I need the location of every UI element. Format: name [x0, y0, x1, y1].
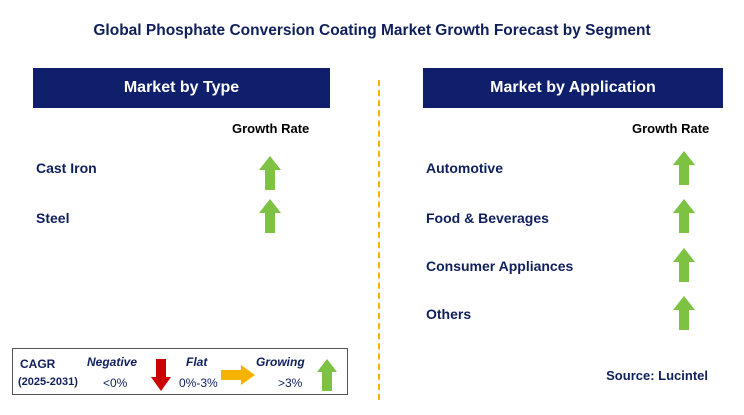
- legend-growing-label: Growing: [256, 355, 305, 369]
- segment-label-automotive: Automotive: [426, 160, 503, 176]
- legend-period-label: (2025-2031): [18, 376, 78, 388]
- segment-label-cast-iron: Cast Iron: [36, 160, 97, 176]
- up-arrow-icon: [673, 248, 695, 282]
- chart-title: Global Phosphate Conversion Coating Mark…: [93, 22, 651, 39]
- right-arrow-icon: [221, 365, 255, 385]
- legend-flat-range: 0%-3%: [179, 376, 218, 390]
- up-arrow-icon: [259, 199, 281, 233]
- legend-cagr-label: CAGR: [20, 357, 56, 371]
- legend-growing-range: >3%: [278, 376, 303, 390]
- down-arrow-icon: [151, 359, 171, 391]
- up-arrow-icon: [317, 359, 337, 391]
- application-panel-header: Market by Application: [423, 68, 723, 108]
- legend-flat-label: Flat: [186, 355, 208, 369]
- up-arrow-icon: [673, 151, 695, 185]
- type-growth-rate-label: Growth Rate: [232, 121, 310, 136]
- type-panel-header: Market by Type: [33, 68, 330, 108]
- source-label: Source: Lucintel: [606, 368, 708, 383]
- up-arrow-icon: [673, 199, 695, 233]
- up-arrow-icon: [259, 156, 281, 190]
- application-growth-rate-label: Growth Rate: [632, 121, 710, 136]
- segment-label-food-beverages: Food & Beverages: [426, 210, 549, 226]
- segment-label-steel: Steel: [36, 210, 70, 226]
- legend-negative-range: <0%: [103, 376, 128, 390]
- segment-label-others: Others: [426, 306, 472, 322]
- cagr-legend: CAGR (2025-2031) Negative <0% Flat 0%-3%…: [12, 348, 348, 395]
- up-arrow-icon: [673, 296, 695, 330]
- segment-label-consumer-appliances: Consumer Appliances: [426, 258, 574, 274]
- legend-negative-label: Negative: [87, 355, 138, 369]
- panel-divider: [378, 80, 380, 400]
